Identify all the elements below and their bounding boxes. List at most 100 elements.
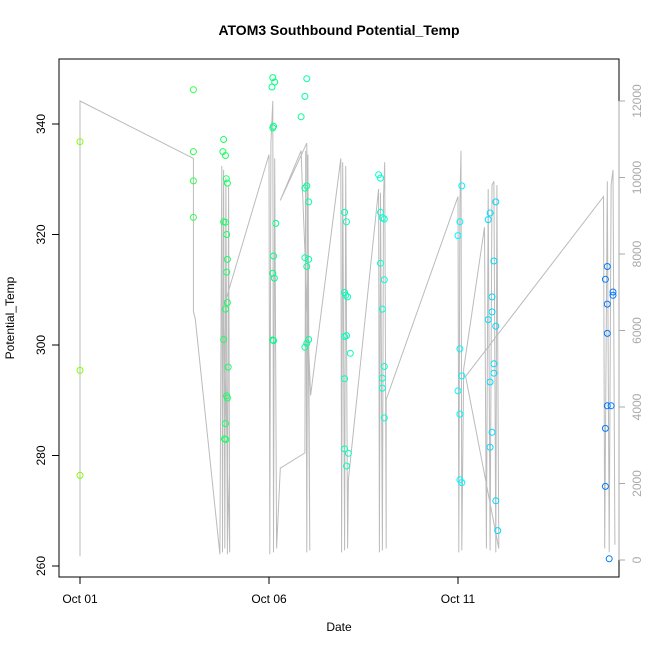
data-point (490, 369, 498, 377)
data-point (303, 263, 311, 270)
data-point (223, 394, 231, 402)
data-point (301, 184, 309, 192)
data-point (76, 471, 84, 479)
data-point (609, 291, 617, 299)
y-tick-label: 280 (34, 445, 48, 465)
data-point (222, 218, 229, 226)
x-axis: Oct 01 Oct 06 Oct 11 (62, 577, 476, 606)
data-point (603, 329, 611, 337)
data-point (305, 255, 313, 263)
data-point (458, 372, 466, 380)
chart-title: ATOM3 Southbound Potential_Temp (218, 22, 459, 38)
data-point (224, 363, 232, 371)
data-point (605, 555, 613, 563)
data-point (189, 213, 197, 221)
data-point (223, 268, 231, 276)
data-point (601, 424, 609, 432)
data-point (488, 293, 496, 301)
data-point (609, 288, 617, 296)
x-tick-label: Oct 11 (441, 592, 476, 606)
data-point (223, 299, 231, 306)
data-point (454, 232, 462, 240)
y-tick-label: 300 (34, 335, 48, 355)
data-point (377, 174, 384, 182)
right-tick-label: 6000 (630, 317, 644, 344)
data-point (269, 269, 277, 277)
data-point (486, 209, 494, 217)
data-point (380, 363, 388, 370)
right-tick-label: 12000 (630, 84, 644, 118)
data-point (458, 479, 466, 487)
data-point (601, 482, 609, 490)
data-point (380, 276, 388, 284)
data-point (346, 349, 354, 357)
data-point (189, 86, 197, 94)
data-point (269, 74, 277, 82)
series-line (79, 100, 616, 557)
data-point (220, 336, 228, 343)
data-point (301, 92, 309, 100)
data-point (486, 443, 494, 451)
x-tick-label: Oct 01 (62, 592, 98, 606)
scatter-points (76, 74, 617, 563)
data-point (341, 445, 349, 453)
x-tick-label: Oct 06 (251, 592, 287, 606)
y-tick-label: 340 (34, 114, 48, 134)
data-point (303, 339, 311, 347)
data-point (484, 216, 492, 224)
data-point (305, 336, 313, 343)
data-point (492, 497, 500, 505)
data-point (458, 182, 466, 190)
data-point (484, 316, 492, 324)
data-point (492, 198, 500, 206)
plot-frame (58, 58, 620, 578)
data-point (270, 337, 277, 345)
data-point (305, 198, 313, 206)
x-axis-label: Date (326, 620, 352, 634)
right-axis-series-line (79, 100, 616, 557)
data-point (603, 300, 611, 308)
data-point (223, 255, 231, 263)
data-point (494, 527, 502, 535)
data-point (607, 402, 615, 410)
data-point (490, 360, 498, 368)
right-tick-label: 10000 (630, 160, 644, 194)
data-point (456, 345, 464, 353)
data-point (603, 402, 611, 410)
data-point (486, 378, 494, 386)
data-point (303, 182, 311, 190)
data-point (377, 259, 384, 267)
data-point (490, 257, 498, 265)
data-point (601, 275, 609, 283)
data-point (341, 375, 349, 383)
data-point (456, 218, 464, 226)
data-point (341, 208, 349, 216)
data-point (378, 305, 386, 313)
data-point (222, 152, 229, 159)
data-point (456, 410, 464, 418)
data-point (222, 420, 229, 427)
data-point (270, 252, 277, 260)
data-point (488, 308, 496, 316)
right-y-axis: 0 2000 4000 6000 8000 10000 12000 (618, 84, 644, 563)
data-point (269, 124, 277, 132)
data-point (222, 175, 230, 183)
data-point (454, 387, 462, 395)
data-point (76, 138, 84, 146)
right-tick-label: 8000 (630, 240, 644, 267)
data-point (189, 148, 197, 156)
data-point (343, 462, 350, 470)
y-tick-label: 320 (34, 224, 48, 244)
data-point (76, 366, 84, 374)
data-point (301, 343, 309, 351)
data-point (380, 414, 388, 422)
data-point (341, 333, 349, 341)
data-point (342, 291, 350, 299)
data-point (222, 436, 230, 443)
data-point (488, 428, 496, 436)
left-y-axis: 260 280 300 320 340 (34, 114, 59, 576)
data-point (378, 384, 386, 392)
data-point (272, 219, 280, 227)
data-point (378, 374, 386, 382)
data-point (297, 113, 305, 121)
